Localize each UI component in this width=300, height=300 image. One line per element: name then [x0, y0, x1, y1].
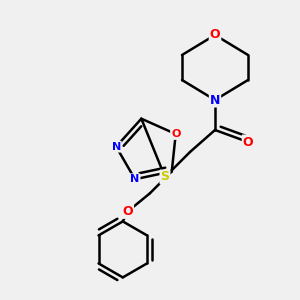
Text: N: N [130, 174, 140, 184]
Text: O: O [122, 205, 133, 218]
Text: S: S [160, 170, 169, 184]
Text: N: N [210, 94, 220, 106]
Text: N: N [112, 142, 121, 152]
Text: O: O [171, 129, 180, 139]
Text: O: O [243, 136, 253, 148]
Text: O: O [210, 28, 220, 41]
